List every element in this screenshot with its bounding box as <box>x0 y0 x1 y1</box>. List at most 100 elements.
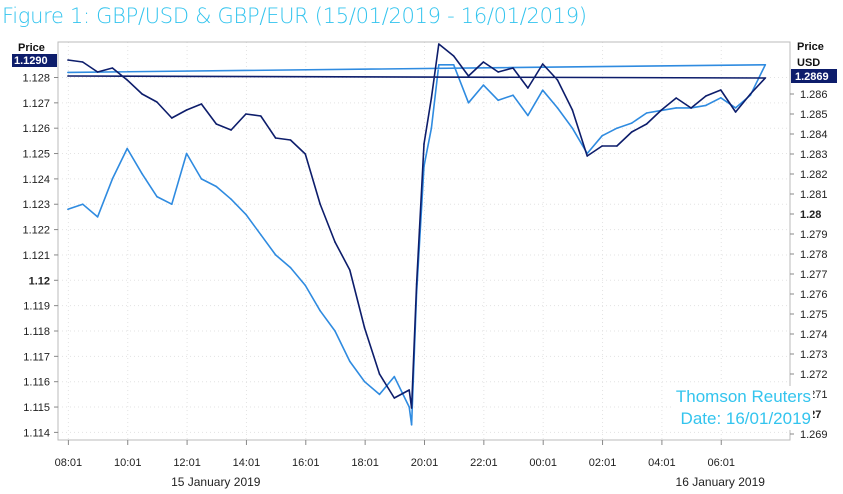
data-point-eur <box>512 94 514 96</box>
date-label: 15 January 2019 <box>171 475 261 489</box>
data-point-usd <box>452 55 455 57</box>
data-point-usd <box>645 123 648 125</box>
right-current-badge <box>791 69 837 83</box>
left-tick-label: 1.128 <box>22 72 50 84</box>
data-point-eur <box>334 330 336 332</box>
left-tick-label: 1.12 <box>29 275 50 287</box>
right-tick-label: 1.284 <box>800 129 828 141</box>
data-point-eur <box>319 309 321 312</box>
left-tick-label: 1.125 <box>22 149 50 161</box>
data-point-eur <box>67 71 69 74</box>
data-point-eur <box>645 112 648 114</box>
data-point-eur <box>230 198 232 200</box>
right-tick-label: 1.28 <box>800 209 821 221</box>
data-point-eur <box>410 424 413 426</box>
series-layer <box>67 43 767 426</box>
source-name: Thomson Reuters <box>675 387 811 406</box>
right-axis-subtitle: USD <box>797 57 820 69</box>
series-line-eur <box>67 64 767 426</box>
left-tick-label: 1.114 <box>23 427 50 439</box>
data-point-usd <box>304 153 307 155</box>
right-tick-label: 1.278 <box>800 249 828 261</box>
data-point-eur <box>245 213 247 216</box>
data-point-eur <box>126 147 128 150</box>
data-point-usd <box>467 75 470 77</box>
x-tick-label: 20:01 <box>411 457 439 469</box>
data-point-usd <box>527 87 529 89</box>
data-point-usd <box>749 93 752 95</box>
right-tick-label: 1.269 <box>800 429 828 441</box>
data-point-eur <box>467 102 470 104</box>
data-point-eur <box>438 64 440 66</box>
left-tick-label: 1.123 <box>22 199 50 211</box>
data-point-eur <box>185 152 188 155</box>
data-point-usd <box>200 103 203 105</box>
data-point-eur <box>156 195 158 198</box>
x-tick-label: 02:01 <box>589 457 617 469</box>
data-point-eur <box>349 360 351 363</box>
data-point-eur <box>764 64 767 66</box>
data-point-usd <box>616 145 618 147</box>
left-current-badge <box>12 54 57 67</box>
grid-lines <box>58 42 790 440</box>
x-tick-label: 04:01 <box>648 457 676 469</box>
data-point-usd <box>274 137 277 139</box>
data-point-eur <box>452 64 455 66</box>
right-tick-label: 1.285 <box>800 109 828 121</box>
data-point-eur <box>705 104 707 107</box>
right-tick-label: 1.279 <box>800 229 828 241</box>
right-tick-label: 1.276 <box>800 289 828 301</box>
data-point-usd <box>230 129 232 131</box>
data-point-usd <box>586 155 588 157</box>
data-point-usd <box>126 79 128 81</box>
data-point-eur <box>556 107 559 109</box>
data-point-usd <box>497 71 500 73</box>
right-tick-label: 1.274 <box>800 329 828 341</box>
data-point-eur <box>601 135 603 137</box>
left-tick-label: 1.121 <box>22 250 50 262</box>
data-point-usd <box>423 143 425 145</box>
x-tick-label: 08:01 <box>55 457 83 469</box>
left-tick-label: 1.116 <box>23 377 50 389</box>
data-point-eur <box>289 266 292 269</box>
left-axis: 1.114 1.115 1.116 1.117 1.118 1.119 1.12 1.121 1… <box>22 72 58 439</box>
data-point-usd <box>156 101 158 103</box>
x-tick-label: 18:01 <box>351 457 379 469</box>
data-point-usd <box>378 373 381 375</box>
data-point-usd <box>141 93 143 95</box>
left-tick-label: 1.122 <box>22 225 50 237</box>
data-point-usd <box>408 389 411 391</box>
data-point-eur <box>408 406 411 408</box>
data-point-eur <box>96 216 99 218</box>
data-point-usd <box>764 77 767 79</box>
left-tick-label: 1.119 <box>23 301 50 313</box>
source-date: Date: 16/01/2019 <box>680 409 811 428</box>
left-axis-title: Price <box>18 42 45 54</box>
data-point-usd <box>289 139 292 141</box>
data-point-usd <box>319 203 321 205</box>
data-point-eur <box>571 127 574 129</box>
data-point-usd <box>705 95 707 97</box>
right-tick-label: 1.277 <box>800 269 828 281</box>
right-tick-label: 1.275 <box>800 309 828 321</box>
x-tick-label: 06:01 <box>707 457 735 469</box>
data-point-usd <box>438 43 440 45</box>
data-point-usd <box>675 97 677 99</box>
data-point-eur <box>200 178 203 180</box>
data-point-eur <box>304 284 307 287</box>
data-point-eur <box>81 203 84 205</box>
left-tick-label: 1.124 <box>22 174 50 186</box>
data-point-eur <box>378 393 381 396</box>
data-point-usd <box>67 75 69 77</box>
data-point-eur <box>274 254 277 256</box>
data-point-usd <box>393 397 396 399</box>
data-point-eur <box>363 380 366 383</box>
right-axis-title: Price <box>797 41 824 53</box>
data-point-eur <box>541 89 544 91</box>
data-point-usd <box>556 79 559 81</box>
data-point-eur <box>171 203 173 205</box>
right-tick-label: 1.282 <box>800 169 828 181</box>
data-point-usd <box>601 145 603 147</box>
left-tick-label: 1.117 <box>23 351 50 363</box>
